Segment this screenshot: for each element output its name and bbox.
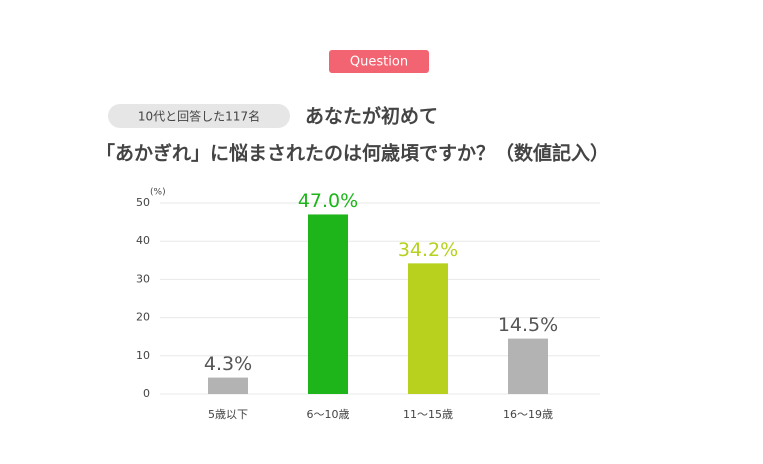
y-tick-label: 20	[136, 311, 150, 324]
y-tick-label: 50	[136, 196, 150, 209]
title-line: 「あかぎれ」に悩まされたのは何歳頃ですか？（数値記入）	[96, 142, 609, 165]
value-label: 34.2%	[398, 239, 458, 261]
x-tick-label: 6～10歳	[307, 408, 350, 421]
y-tick-label: 0	[143, 387, 150, 400]
value-label: 4.3%	[204, 353, 252, 375]
x-tick-label: 16～19歳	[503, 408, 553, 421]
y-tick-label: 30	[136, 272, 150, 285]
value-label: 14.5%	[498, 314, 558, 336]
value-label: 47.0%	[298, 190, 358, 212]
x-tick-label: 11～15歳	[403, 408, 453, 421]
bar	[308, 214, 348, 394]
respondents-pill	[108, 104, 290, 128]
badge: Question	[350, 55, 408, 70]
respondents: 10代と回答した117名	[138, 109, 260, 124]
badge-bg	[329, 50, 429, 73]
bar	[508, 338, 548, 394]
bar	[208, 377, 248, 394]
y-unit: (%)	[150, 188, 166, 198]
bar	[408, 263, 448, 394]
x-tick-label: 5歳以下	[208, 408, 248, 421]
title-line: あなたが初めて	[305, 105, 438, 128]
y-tick-label: 40	[136, 234, 150, 247]
y-tick-label: 10	[136, 349, 150, 362]
